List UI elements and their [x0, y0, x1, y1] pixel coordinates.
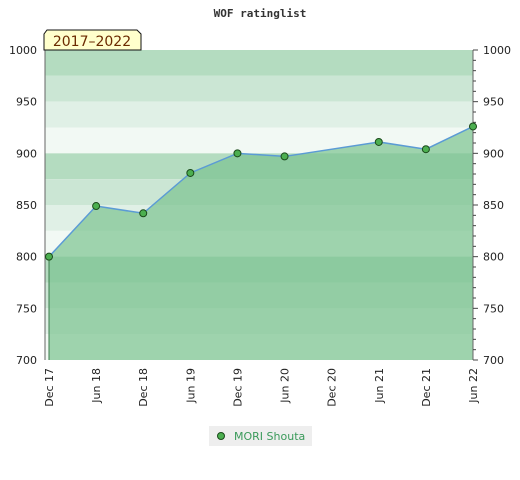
y-tick-label: 750 — [483, 302, 504, 315]
period-badge: 2017–2022 — [43, 29, 142, 51]
legend[interactable]: MORI Shouta — [209, 426, 312, 446]
y-tick-label: 1000 — [483, 44, 511, 57]
data-point[interactable] — [233, 149, 242, 158]
chart-title: WOF ratinglist — [214, 7, 307, 20]
x-tick-label: Dec 17 — [43, 368, 56, 407]
y-axis-right: 700 750 800 850 900 950 1000 — [483, 44, 511, 367]
data-point[interactable] — [374, 137, 383, 146]
data-points — [45, 122, 477, 261]
data-point[interactable] — [45, 252, 53, 261]
x-tick-label: Dec 19 — [231, 368, 244, 407]
data-point[interactable] — [186, 168, 195, 177]
y-axis-left: 700 750 800 850 900 950 1000 — [9, 44, 37, 367]
x-tick-label: Jun 19 — [184, 368, 197, 404]
y-tick-label: 850 — [483, 199, 504, 212]
area-fill — [49, 126, 473, 360]
axes — [44, 49, 478, 361]
y-tick-label: 850 — [16, 199, 37, 212]
background-band — [45, 50, 473, 76]
y-tick-label: 700 — [16, 354, 37, 367]
period-badge-text: 2017–2022 — [53, 34, 131, 50]
y-tick-label: 950 — [483, 96, 504, 109]
legend-marker — [217, 432, 225, 440]
x-tick-label: Jun 18 — [90, 368, 103, 404]
x-tick-label: Jun 22 — [467, 368, 480, 404]
y-tick-label: 1000 — [9, 44, 37, 57]
y-tick-label: 900 — [483, 147, 504, 160]
x-tick-label: Dec 20 — [326, 368, 339, 407]
y-tick-label: 700 — [483, 354, 504, 367]
data-point[interactable] — [421, 145, 430, 154]
x-axis: Dec 17 Jun 18 Dec 18 Jun 19 Dec 19 Jun 20 Dec … — [43, 368, 480, 407]
x-tick-label: Jun 20 — [279, 368, 292, 404]
data-point[interactable] — [280, 152, 289, 161]
background-band — [45, 101, 473, 128]
legend-entry: MORI Shouta — [234, 430, 305, 443]
y-tick-label: 750 — [16, 302, 37, 315]
background-band — [45, 75, 473, 102]
data-point[interactable] — [139, 209, 148, 218]
data-point[interactable] — [469, 122, 477, 131]
y-tick-label: 800 — [483, 251, 504, 264]
y-tick-label: 950 — [16, 96, 37, 109]
y-tick-label: 800 — [16, 251, 37, 264]
x-tick-label: Dec 21 — [420, 368, 433, 407]
x-tick-label: Dec 18 — [137, 368, 150, 407]
y-tick-label: 900 — [16, 147, 37, 160]
x-tick-label: Jun 21 — [373, 368, 386, 404]
data-point[interactable] — [92, 202, 101, 211]
